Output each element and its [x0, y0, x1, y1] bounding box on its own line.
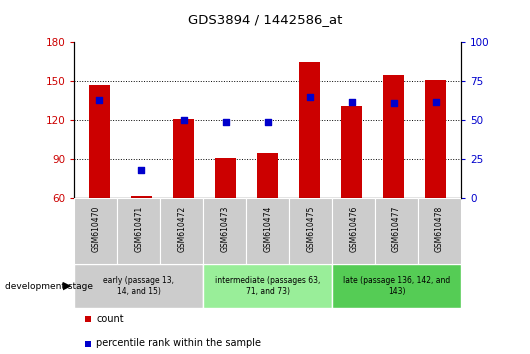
Text: GSM610474: GSM610474 [263, 206, 272, 252]
Bar [341, 106, 363, 198]
Bar [418, 198, 461, 264]
Text: GDS3894 / 1442586_at: GDS3894 / 1442586_at [188, 13, 342, 26]
Bar [289, 198, 332, 264]
Bar [257, 153, 278, 198]
Point [95, 97, 104, 103]
Bar [299, 62, 320, 198]
Bar [131, 196, 152, 198]
Bar [117, 198, 160, 264]
Bar [215, 158, 236, 198]
Bar [426, 80, 446, 198]
Text: development stage: development stage [5, 281, 93, 291]
Point [179, 118, 188, 123]
Bar [375, 198, 418, 264]
Text: GSM610471: GSM610471 [134, 206, 143, 252]
Text: GSM610470: GSM610470 [91, 206, 100, 252]
Bar [173, 119, 194, 198]
Bar [383, 75, 404, 198]
Point [431, 99, 440, 104]
Point [222, 119, 230, 125]
Text: GSM610473: GSM610473 [220, 206, 229, 252]
Text: intermediate (passages 63,
71, and 73): intermediate (passages 63, 71, and 73) [215, 276, 320, 296]
Text: GSM610477: GSM610477 [392, 206, 401, 252]
Text: GSM610472: GSM610472 [177, 206, 186, 252]
Point [305, 94, 314, 100]
Bar [332, 198, 375, 264]
Bar [246, 198, 289, 264]
Point [390, 101, 398, 106]
Text: early (passage 13,
14, and 15): early (passage 13, 14, and 15) [103, 276, 174, 296]
Point [137, 167, 146, 173]
Text: late (passage 136, 142, and
143): late (passage 136, 142, and 143) [343, 276, 450, 296]
Bar [74, 264, 203, 308]
Text: percentile rank within the sample: percentile rank within the sample [96, 338, 261, 348]
Bar [160, 198, 203, 264]
Bar [203, 264, 332, 308]
Bar [74, 198, 117, 264]
Point [348, 99, 356, 104]
Text: count: count [96, 314, 124, 324]
Bar [203, 198, 246, 264]
Point [263, 119, 272, 125]
Text: GSM610475: GSM610475 [306, 206, 315, 252]
Bar [89, 85, 110, 198]
Text: GSM610478: GSM610478 [435, 206, 444, 252]
Text: ▶: ▶ [63, 281, 72, 291]
Text: GSM610476: GSM610476 [349, 206, 358, 252]
Bar [332, 264, 461, 308]
